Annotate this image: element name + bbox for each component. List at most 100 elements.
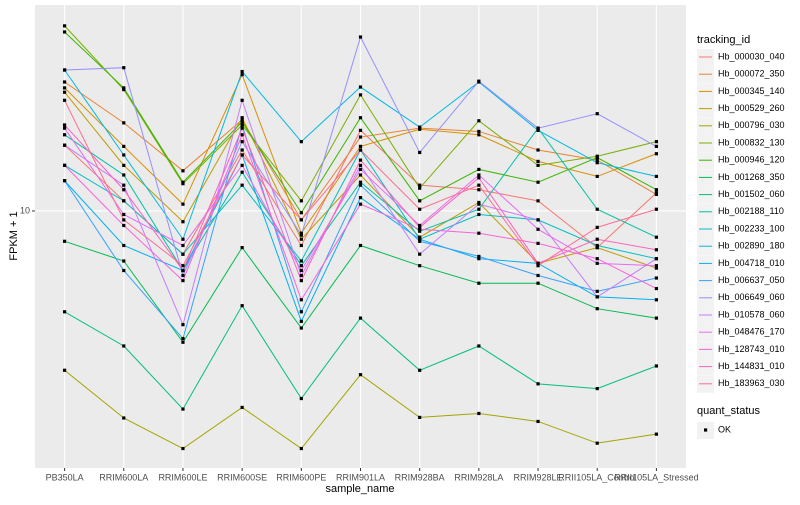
data-point [62,310,67,314]
data-point [122,153,126,157]
data-point [181,220,185,224]
data-point [122,86,126,90]
data-point [595,207,599,211]
data-point [299,446,303,451]
legend-label: Hb_144831_010 [718,361,785,371]
legend-label: Hb_000072_350 [718,69,785,79]
data-point [299,211,303,215]
data-point [595,289,599,293]
data-point [299,199,303,203]
data-point [181,237,185,241]
data-point [240,116,244,120]
data-point [654,235,659,239]
data-point [418,183,422,187]
legend-label: Hb_183963_030 [718,378,785,388]
data-point [122,223,126,228]
data-point [536,128,540,132]
points [62,24,659,451]
data-point [477,188,481,192]
data-point [240,140,244,144]
data-point [122,199,126,203]
data-point [595,158,599,162]
legend-label: Hb_006637_050 [718,275,785,285]
data-point [299,326,303,330]
data-point [181,264,185,268]
data-point [299,243,303,248]
data-point [654,276,659,280]
x-tick-label: PB350LA [46,472,84,482]
data-point [299,396,303,401]
data-point [536,261,540,265]
x-tick-label: RRII105LA_Stressed [614,472,699,482]
data-point [358,373,363,377]
data-point [536,148,540,152]
data-point [358,163,363,167]
data-point [299,279,303,283]
data-point [240,120,244,124]
legend-label: Hb_000345_140 [718,86,785,96]
data-point [595,307,599,311]
data-point [62,133,67,137]
data-point [299,237,303,241]
data-point [595,243,599,248]
data-point [299,233,303,237]
data-point [477,344,481,348]
data-point [122,163,126,167]
x-tick-label: RRIM600PE [276,472,326,482]
data-point [299,273,303,278]
data-point [358,183,363,187]
data-point [122,66,126,70]
data-point [654,140,659,144]
legend-label: Hb_000832_130 [718,137,785,147]
data-point [240,118,244,122]
data-point [654,248,659,252]
shape-legend-title: quant_status [697,405,760,417]
x-tick-label: RRIM928LE [514,472,563,482]
legend-label: Hb_000529_260 [718,103,785,113]
data-point [240,148,244,152]
data-point [418,235,422,239]
data-point [477,129,481,134]
data-point [418,239,422,243]
data-point [358,128,363,132]
data-point [595,225,599,229]
data-point [240,405,244,410]
data-point [122,268,126,273]
data-point [240,163,244,167]
data-point [654,152,659,156]
data-point [536,159,540,163]
data-point [181,407,185,411]
data-point [477,254,481,259]
y-axis-title: FPKM + 1 [8,211,20,260]
legend-label: Hb_002233_100 [718,223,785,233]
data-point [358,158,363,162]
data-point [62,123,67,127]
data-point [240,126,244,130]
data-point [62,86,67,90]
data-point [654,174,659,179]
data-point [122,218,126,222]
data-point [595,386,599,391]
data-point [654,298,659,302]
legend-label: Hb_000946_120 [718,155,785,165]
data-point [181,243,185,248]
legend-label: Hb_001268_350 [718,172,785,182]
data-point [418,252,422,256]
data-point [536,419,540,424]
data-point [181,252,185,256]
data-point [418,368,422,372]
data-point [477,231,481,235]
data-point [181,323,185,327]
data-point [358,202,363,206]
y-tick-label: 10 [20,205,30,215]
data-point [536,273,540,278]
data-point [62,90,67,94]
data-point [181,336,185,341]
data-point [477,411,481,416]
data-point [358,173,363,177]
legend-label: Hb_000796_030 [718,120,785,130]
data-point [536,241,540,245]
data-point [654,286,659,291]
data-point [595,237,599,241]
